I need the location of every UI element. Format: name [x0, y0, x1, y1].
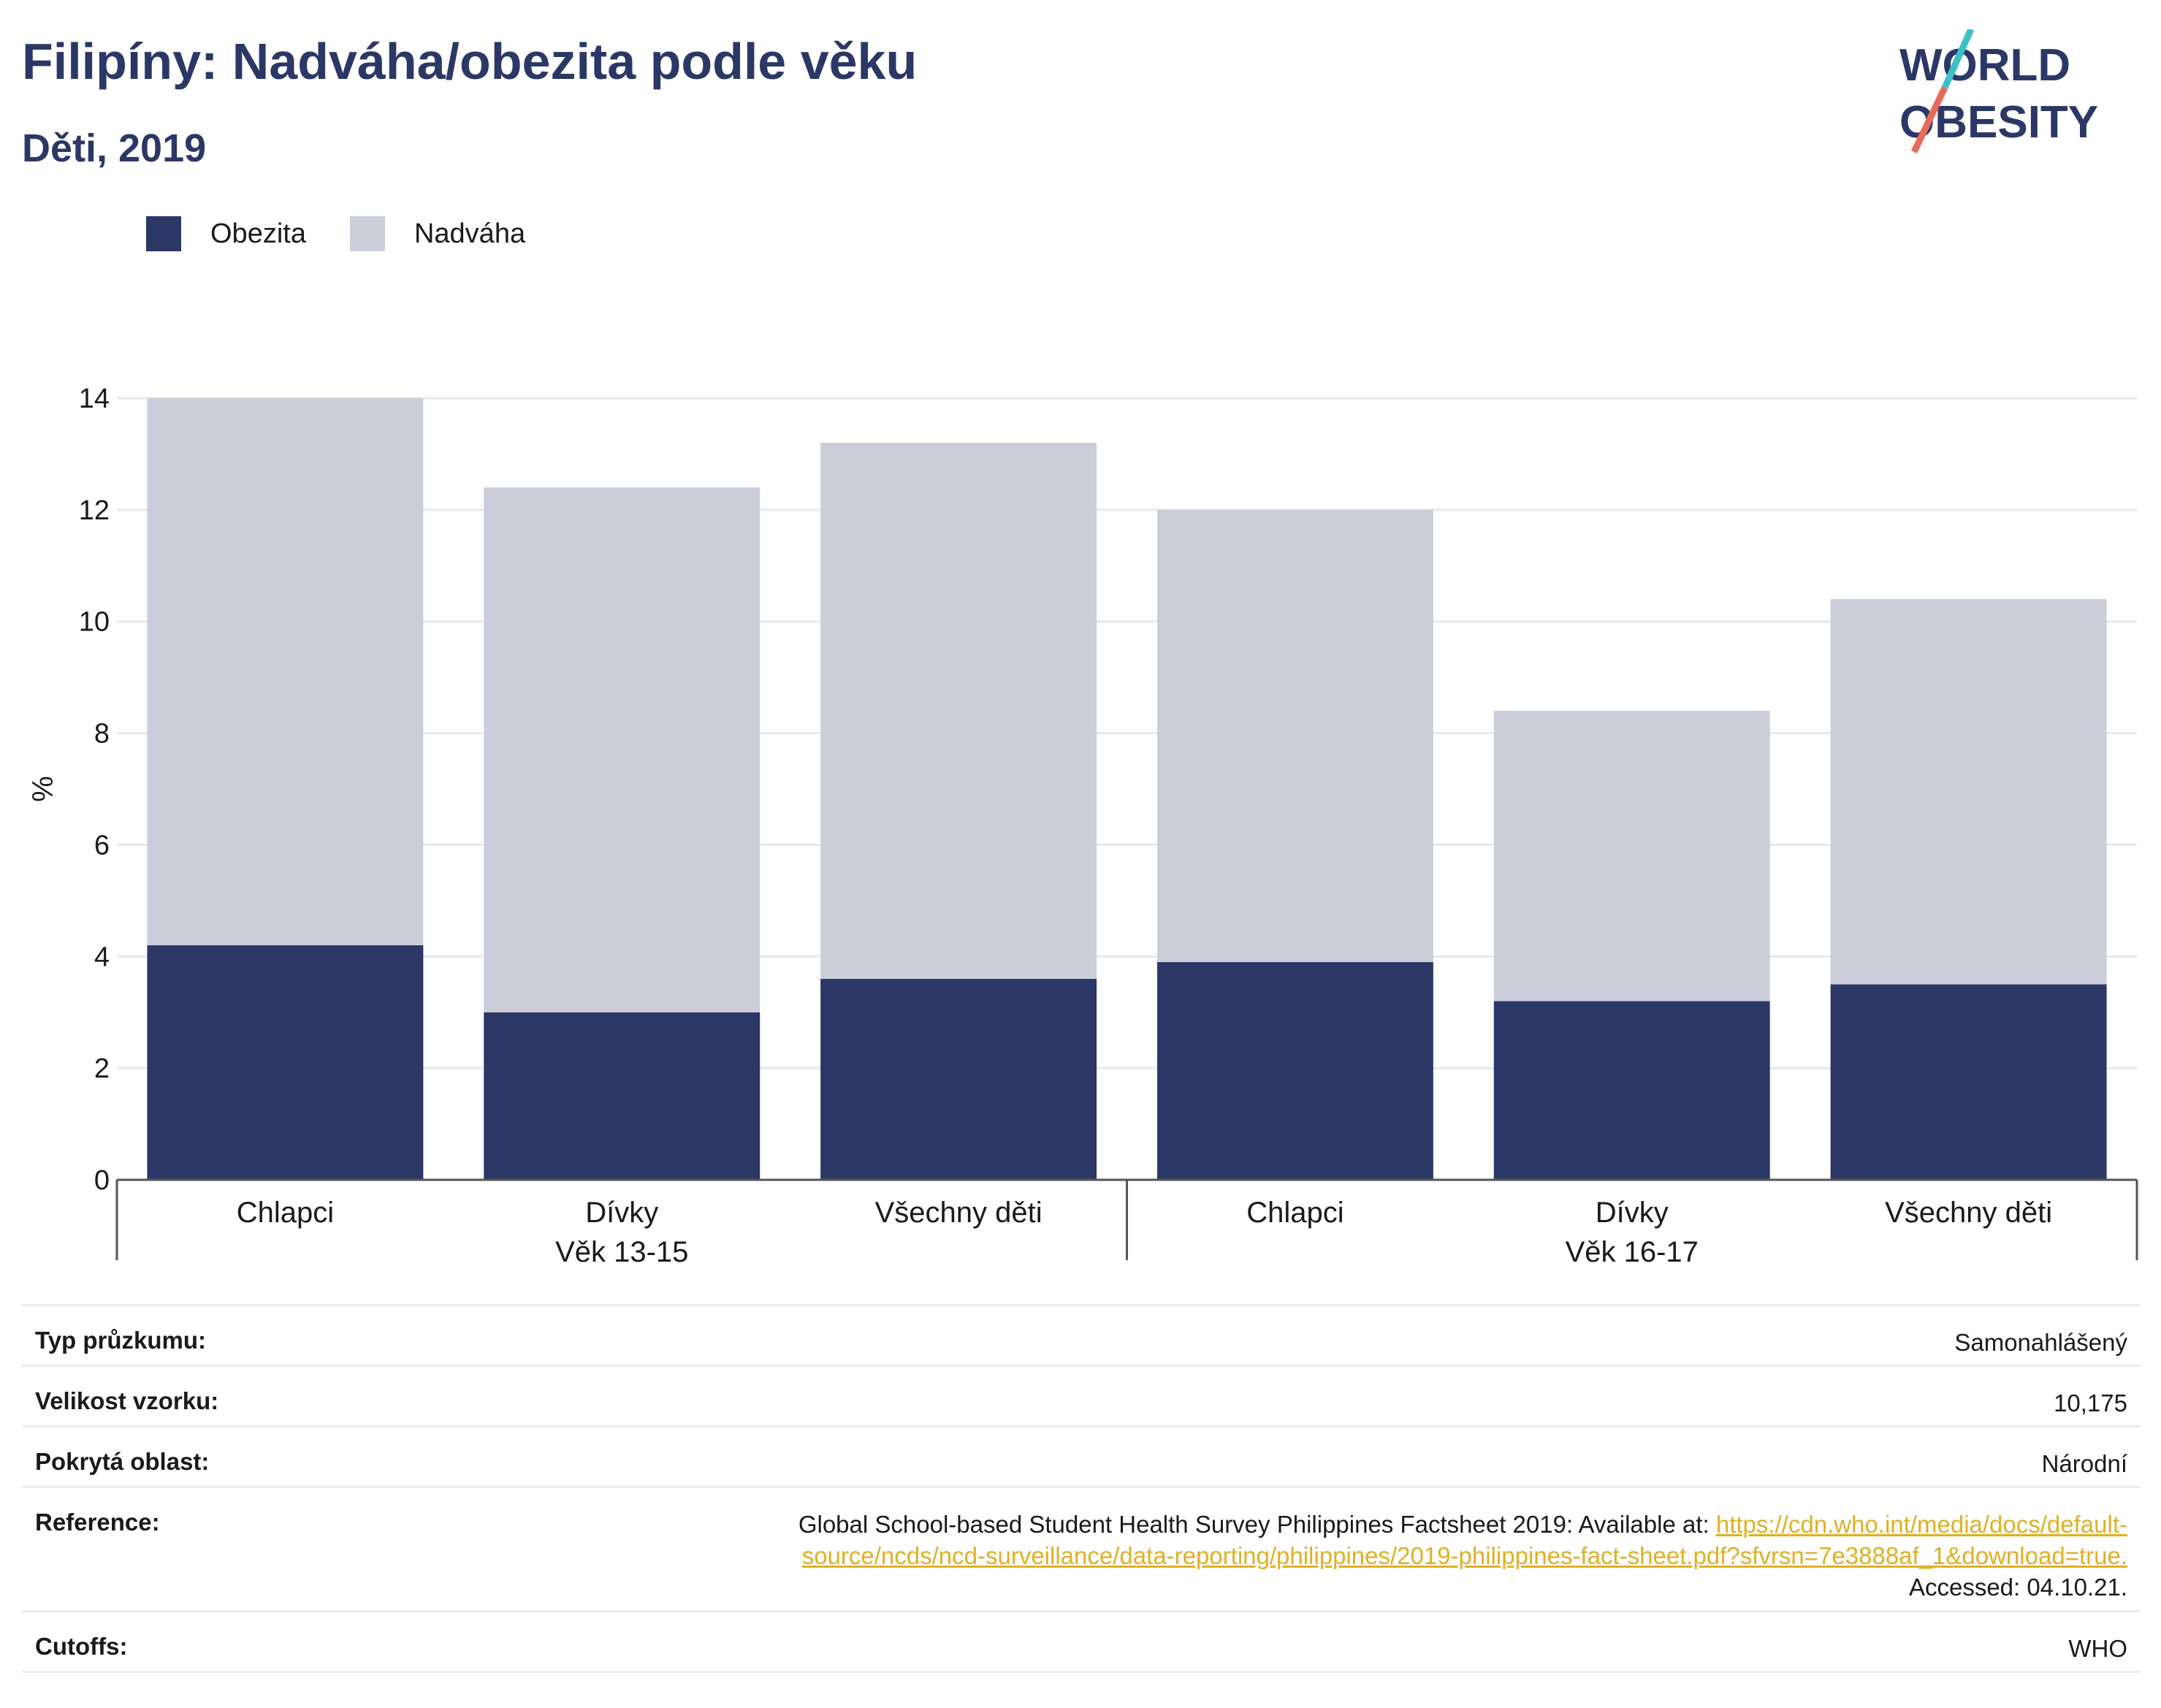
bar-overweight [147, 398, 424, 945]
bar-obesity [1156, 961, 1433, 1180]
chart-title: Filipíny: Nadváha/obezita podle věku [22, 33, 918, 90]
x-tick-label: Všechny děti [1885, 1197, 2052, 1229]
legend-label-overweight: Nadváha [413, 218, 526, 249]
group-label: Věk 13-15 [555, 1236, 688, 1268]
bar-overweight [1156, 509, 1433, 962]
legend: Obezita Nadváha [146, 216, 569, 251]
group-label: Věk 16-17 [1566, 1236, 1699, 1268]
logo-coral-stroke [1910, 86, 1948, 153]
meta-value-reference: Global School-based Student Health Surve… [799, 1509, 2127, 1610]
reference-link-part2[interactable]: source/ncds/ncd-surveillance/data-report… [801, 1542, 2127, 1569]
bar-obesity [820, 978, 1097, 1180]
x-tick-label: Chlapci [1246, 1197, 1344, 1229]
meta-key: Pokrytá oblast: [35, 1448, 210, 1475]
bar-overweight [1493, 711, 1770, 1002]
logo-teal-stroke [1941, 29, 1975, 89]
reference-text: Global School-based Student Health Surve… [798, 1511, 1710, 1538]
x-tick-label: Dívky [585, 1197, 658, 1229]
meta-row-area: Pokrytá oblast: Národní [22, 1425, 2141, 1486]
y-tick-label: 14 [79, 384, 110, 414]
bar-obesity [1493, 1001, 1770, 1180]
bar-overweight [484, 487, 761, 1013]
meta-key: Velikost vzorku: [35, 1387, 219, 1414]
legend-item-overweight: Nadváha [349, 216, 526, 251]
meta-key: Typ průzkumu: [35, 1327, 207, 1354]
legend-swatch-overweight [349, 216, 385, 251]
y-tick-label: 4 [94, 942, 110, 972]
meta-key: Cutoffs: [35, 1633, 128, 1660]
meta-key: Reference: [35, 1509, 160, 1536]
reference-link-part1[interactable]: https://cdn.who.int/media/docs/default- [1715, 1511, 2127, 1538]
meta-row-survey-type: Typ průzkumu: Samonahlášený [22, 1304, 2141, 1365]
bar-overweight [1830, 599, 2107, 985]
logo-line1: WORLD [1899, 40, 2070, 91]
meta-value: Samonahlášený [1954, 1329, 2127, 1356]
legend-item-obesity: Obezita [146, 216, 306, 251]
meta-row-sample-size: Velikost vzorku: 10,175 [22, 1365, 2141, 1425]
bar-obesity [1830, 984, 2107, 1180]
y-axis-label: % [27, 776, 59, 802]
y-tick-label: 0 [94, 1165, 110, 1196]
stacked-bar-chart: 0 2 4 6 8 10 12 14% Chlapci Dívky Všechny děti Chla… [27, 384, 2138, 1268]
y-tick-label: 8 [94, 719, 110, 750]
legend-swatch-obesity [146, 216, 181, 251]
meta-bottom-divider [22, 1671, 2141, 1673]
meta-value: WHO [2068, 1635, 2127, 1662]
x-tick-label: Chlapci [237, 1197, 334, 1229]
x-tick-label: Dívky [1596, 1197, 1669, 1229]
chart-subtitle: Děti, 2019 [22, 126, 207, 170]
meta-value: 10,175 [2054, 1389, 2127, 1417]
legend-label-obesity: Obezita [210, 218, 306, 249]
x-tick-label: Všechny děti [875, 1197, 1043, 1229]
y-tick-label: 12 [79, 495, 110, 526]
meta-row-reference: Reference: Global School-based Student H… [22, 1486, 2141, 1610]
survey-metadata: Typ průzkumu: Samonahlášený Velikost vzo… [22, 1304, 2141, 1673]
y-tick-label: 6 [94, 830, 110, 861]
y-tick-label: 10 [79, 607, 110, 638]
bar-obesity [147, 945, 424, 1180]
y-tick-label: 2 [94, 1053, 110, 1084]
meta-row-cutoffs: Cutoffs: WHO [22, 1610, 2141, 1671]
meta-value: Národní [2041, 1450, 2127, 1477]
world-obesity-logo: WORLD OBESITY [1899, 29, 2098, 153]
reference-accessed: Accessed: 04.10.21. [1908, 1574, 2127, 1601]
bar-obesity [484, 1012, 761, 1180]
bar-overweight [820, 443, 1097, 979]
